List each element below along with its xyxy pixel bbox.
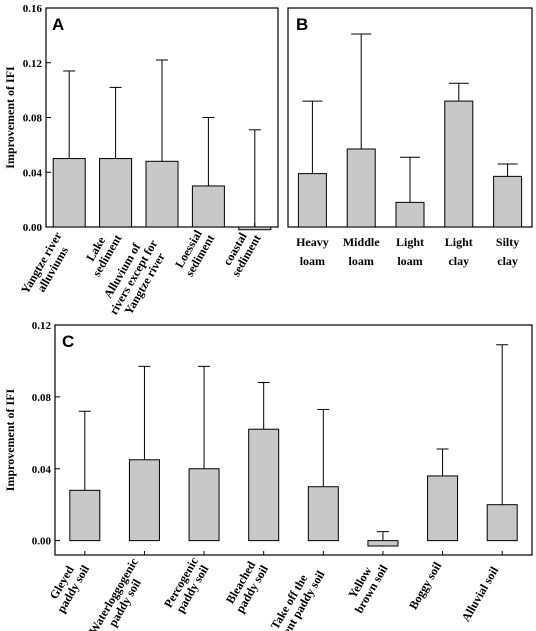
y-axis-label: Improvement of IFI	[3, 66, 17, 169]
bar	[367, 540, 399, 547]
x-tick-label: Loessialsediment	[171, 226, 217, 279]
bar	[69, 489, 101, 542]
bar	[52, 158, 86, 228]
x-tick-label: loam	[349, 254, 374, 268]
bar	[307, 486, 339, 542]
bar	[248, 428, 280, 542]
bar	[493, 175, 523, 228]
panel-letter: A	[52, 15, 64, 34]
x-tick-label: Middle	[343, 235, 380, 249]
bar	[427, 475, 459, 542]
x-tick-label: Yangtze riveralluviums	[18, 229, 76, 303]
bar	[238, 226, 272, 231]
x-tick-label: loam	[397, 254, 422, 268]
panel-c: C 0.00 0.04 0.08 0.12 Improvement of IFI Gleye…	[3, 320, 533, 631]
plot-frame	[54, 324, 533, 556]
x-tick-label-line: Boggy soil	[406, 559, 445, 612]
bar	[395, 201, 425, 228]
x-tick-label: clay	[497, 254, 518, 268]
x-tick-label: Waterloggogenicpaddy soil	[86, 555, 153, 631]
x-tick-label: Light	[396, 235, 424, 249]
y-tick-label: 0.12	[32, 320, 52, 332]
x-tick-label: coastalsediment	[217, 226, 263, 279]
y-tick-label: 0.04	[23, 167, 43, 179]
bar	[145, 160, 179, 228]
panel-a: A 0.00 0.04 0.08 0.12 0.16 Improvement of IFI Y…	[3, 3, 279, 317]
x-tick-label: Alluvial soil	[459, 564, 502, 624]
bar	[99, 158, 133, 228]
y-tick-label: 0.12	[23, 58, 43, 70]
panel-letter: B	[296, 15, 308, 34]
x-tick-label: Percogenicpaddy soil	[161, 554, 213, 616]
bar	[346, 148, 376, 228]
bar	[191, 185, 225, 228]
x-tick-label: Gleyedpaddy soil	[43, 556, 93, 615]
y-tick-label: 0.00	[23, 222, 43, 234]
x-tick-label-line: Alluvial soil	[459, 564, 502, 624]
x-tick-label: Silty	[496, 235, 519, 249]
bar	[188, 468, 220, 542]
bar	[297, 173, 327, 228]
bar	[444, 100, 474, 228]
x-tick-label: Bleachedpaddy soil	[221, 556, 271, 615]
panel-b: B Heavy loam Middle loam Light loam Light clay Si…	[287, 7, 533, 268]
y-tick-label: 0.08	[32, 392, 52, 404]
y-tick-label: 0.00	[32, 536, 52, 548]
x-tick-label: Heavy	[296, 235, 329, 249]
x-tick-label: Yellowbrown soil	[340, 555, 390, 615]
panel-letter: C	[62, 332, 74, 351]
bar	[128, 459, 160, 542]
x-tick-label: Light	[445, 235, 473, 249]
x-tick-label: loam	[300, 254, 325, 268]
y-tick-label: 0.16	[23, 3, 43, 15]
x-tick-label: clay	[448, 254, 469, 268]
y-axis-label: Improvement of IFI	[3, 388, 17, 491]
y-tick-label: 0.08	[23, 113, 43, 125]
y-tick-label: 0.04	[32, 464, 52, 476]
bar	[486, 504, 518, 542]
x-tick-label: Boggy soil	[406, 559, 445, 612]
x-tick-label: Take off thelatent paddy soil	[262, 561, 328, 631]
